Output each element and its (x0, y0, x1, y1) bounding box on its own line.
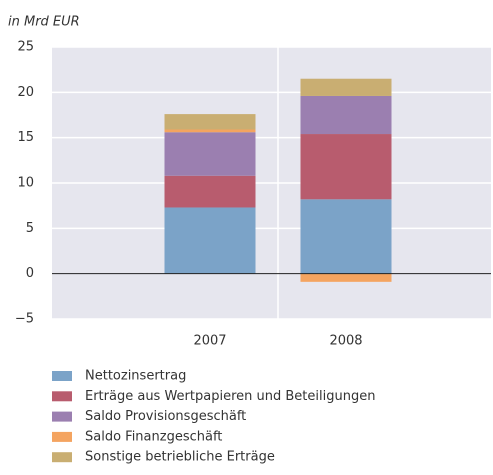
y-tick-label: −5 (15, 312, 34, 327)
y-tick-label: 20 (17, 85, 34, 100)
legend-label: Saldo Provisionsgeschäft (85, 409, 246, 424)
legend-label: Saldo Finanzgeschäft (85, 429, 222, 444)
y-tick-label: 15 (17, 130, 34, 145)
bar (300, 134, 392, 200)
bar (300, 95, 392, 135)
bar (164, 114, 256, 130)
legend-label: Sonstige betriebliche Erträge (85, 450, 275, 465)
y-axis-label: in Mrd EUR (8, 15, 80, 30)
x-tick-label: 2008 (329, 334, 362, 349)
legend-swatch (52, 411, 72, 422)
bar (164, 132, 256, 176)
legend-label: Nettozinsertrag (85, 369, 186, 384)
legend-swatch (52, 431, 72, 442)
legend-label: Erträge aus Wertpapieren und Beteiligung… (85, 389, 375, 404)
bar (300, 78, 392, 96)
bar (164, 129, 256, 133)
bar (164, 175, 256, 208)
bar (164, 207, 256, 274)
legend-swatch (52, 452, 72, 463)
bar (300, 199, 392, 274)
x-tick-label: 2007 (193, 334, 226, 349)
y-tick-label: 0 (26, 266, 34, 281)
legend-swatch (52, 391, 72, 402)
legend-swatch (52, 371, 72, 381)
y-tick-label: 5 (26, 221, 34, 236)
bar (300, 273, 392, 282)
y-tick-label: 25 (17, 40, 34, 55)
y-tick-label: 10 (17, 176, 34, 191)
